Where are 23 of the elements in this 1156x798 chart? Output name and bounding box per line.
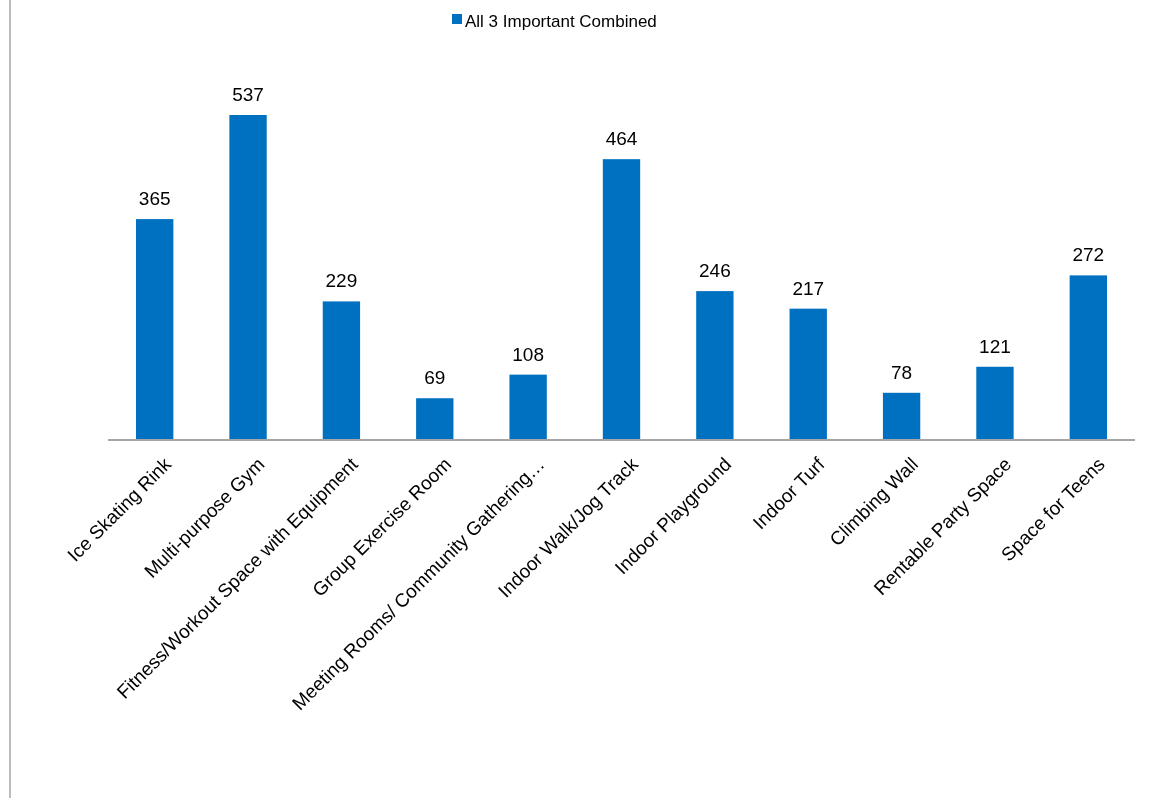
bar: [229, 115, 267, 440]
bar: [416, 398, 454, 440]
data-label: 537: [232, 84, 264, 105]
data-label: 217: [792, 277, 825, 299]
data-label: 464: [605, 128, 638, 150]
bar: [789, 308, 827, 440]
data-label: 272: [1072, 244, 1105, 266]
bar: [976, 366, 1014, 440]
bar: [602, 159, 641, 440]
data-label: 365: [138, 188, 171, 210]
bar: [1069, 275, 1107, 440]
legend-label: All 3 Important Combined: [465, 11, 657, 31]
data-label: 229: [325, 270, 358, 292]
bar: [696, 291, 734, 440]
bar: [322, 301, 361, 440]
bar: [882, 392, 921, 440]
data-label: 121: [979, 335, 1011, 357]
bar: [509, 374, 547, 440]
data-label: 108: [512, 343, 544, 365]
data-label: 69: [424, 367, 446, 389]
bar: [136, 219, 174, 440]
data-label: 246: [699, 260, 731, 282]
data-label: 78: [891, 361, 913, 383]
